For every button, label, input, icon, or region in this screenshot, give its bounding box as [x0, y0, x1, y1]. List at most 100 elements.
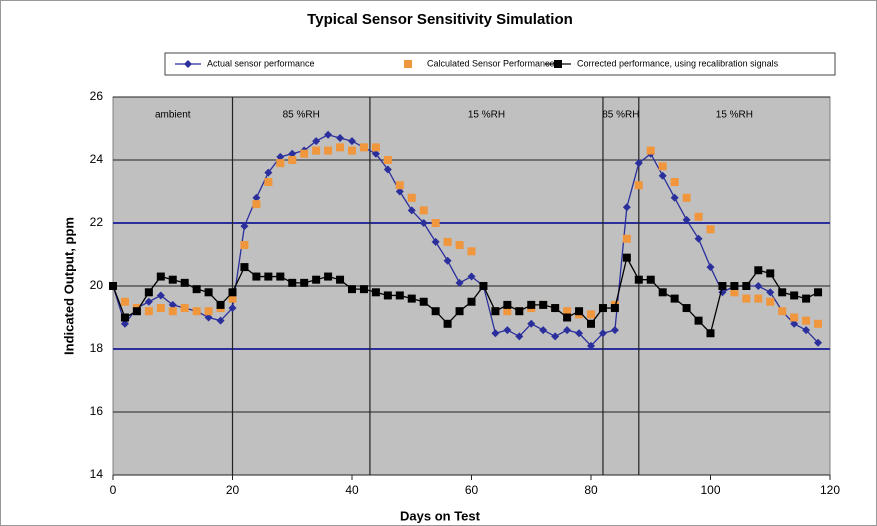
- data-point: [515, 332, 524, 341]
- data-point: [706, 263, 715, 272]
- data-point: [658, 162, 667, 171]
- legend-marker: [554, 60, 562, 68]
- data-point: [348, 285, 356, 294]
- phase-label: 85 %RH: [283, 110, 320, 121]
- data-point: [694, 212, 703, 221]
- data-point: [192, 285, 201, 294]
- data-point: [407, 193, 416, 202]
- data-point: [610, 326, 619, 335]
- data-point: [694, 234, 703, 243]
- data-point: [312, 146, 321, 155]
- data-point: [288, 156, 297, 164]
- data-point: [371, 149, 380, 158]
- y-axis-label: Indicated Output, ppm: [61, 217, 76, 355]
- data-point: [359, 285, 368, 294]
- data-point: [228, 288, 237, 297]
- data-point: [264, 178, 273, 187]
- data-point: [264, 272, 273, 281]
- y-tick-label: 24: [90, 152, 104, 166]
- legend-marker: [184, 60, 192, 68]
- data-point: [754, 282, 763, 290]
- data-point: [216, 300, 225, 309]
- data-point: [718, 282, 727, 290]
- data-point: [109, 282, 117, 290]
- y-tick-label: 18: [90, 341, 104, 355]
- data-point: [682, 304, 691, 313]
- y-tick-label: 20: [90, 278, 104, 292]
- data-point: [395, 181, 404, 190]
- data-point: [455, 241, 464, 250]
- data-point: [670, 193, 679, 202]
- data-point: [491, 307, 500, 316]
- data-point: [419, 297, 428, 306]
- data-point: [730, 288, 739, 297]
- data-point: [670, 178, 679, 187]
- data-point: [551, 304, 560, 313]
- data-point: [658, 171, 667, 180]
- data-point: [252, 200, 261, 209]
- data-point: [371, 143, 380, 152]
- data-point: [790, 291, 799, 300]
- data-point: [467, 297, 476, 306]
- data-point: [312, 137, 321, 146]
- data-point: [348, 137, 356, 146]
- data-point: [527, 319, 536, 328]
- data-point: [156, 304, 165, 313]
- data-point: [371, 288, 380, 297]
- data-point: [443, 319, 452, 328]
- legend-label: Corrected performance, using recalibrati…: [577, 58, 779, 68]
- data-point: [742, 282, 751, 290]
- data-point: [120, 297, 129, 306]
- data-point: [383, 165, 392, 174]
- data-point: [622, 253, 631, 262]
- data-point: [503, 326, 512, 335]
- x-tick-label: 100: [700, 483, 720, 497]
- phase-label: 15 %RH: [468, 110, 505, 121]
- data-point: [563, 307, 572, 316]
- data-point: [324, 130, 333, 139]
- data-point: [407, 294, 416, 303]
- data-point: [598, 329, 607, 338]
- data-point: [766, 269, 775, 278]
- data-point: [515, 307, 524, 316]
- data-point: [658, 288, 667, 297]
- data-point: [551, 332, 560, 341]
- data-point: [479, 282, 488, 290]
- y-tick-label: 22: [90, 215, 104, 229]
- phase-label: ambient: [155, 110, 191, 121]
- data-point: [264, 168, 273, 177]
- data-point: [646, 146, 655, 155]
- data-point: [300, 149, 309, 158]
- legend-label: Calculated Sensor Performance: [427, 58, 555, 68]
- data-point: [228, 294, 237, 303]
- data-point: [802, 316, 811, 325]
- data-point: [503, 307, 512, 316]
- data-point: [754, 294, 763, 303]
- data-point: [383, 291, 392, 300]
- data-point: [778, 288, 787, 297]
- data-point: [742, 294, 751, 303]
- series-line: [112, 134, 819, 347]
- data-point: [132, 307, 141, 316]
- data-point: [288, 149, 297, 158]
- data-point: [622, 234, 631, 243]
- data-point: [180, 304, 189, 313]
- data-point: [610, 304, 619, 313]
- data-point: [431, 307, 440, 316]
- data-point: [431, 219, 440, 227]
- data-point: [622, 203, 631, 212]
- data-point: [706, 225, 715, 234]
- data-point: [144, 307, 153, 316]
- data-point: [324, 146, 333, 155]
- x-tick-label: 0: [110, 483, 117, 497]
- x-tick-label: 80: [584, 483, 598, 497]
- data-point: [204, 307, 213, 316]
- data-point: [383, 156, 392, 164]
- data-point: [467, 247, 476, 256]
- data-point: [419, 219, 428, 227]
- data-point: [634, 275, 643, 284]
- data-point: [443, 237, 452, 246]
- data-point: [407, 206, 416, 215]
- data-point: [802, 294, 811, 303]
